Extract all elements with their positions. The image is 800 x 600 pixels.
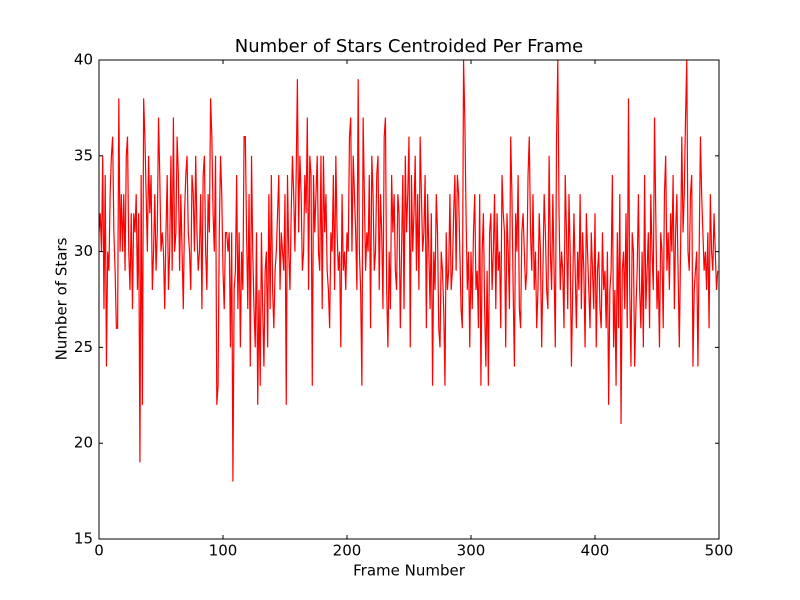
- y-tick-label: 30: [74, 242, 93, 260]
- x-tick-label: 200: [333, 542, 362, 560]
- x-tick-label: 100: [209, 542, 238, 560]
- x-tick-label: 500: [705, 542, 734, 560]
- y-tick-label: 20: [74, 434, 93, 452]
- plot-frame: [98, 59, 720, 540]
- y-tick-label: 35: [74, 146, 93, 164]
- chart-title: Number of Stars Centroided Per Frame: [235, 36, 583, 57]
- y-axis-label: Number of Stars: [53, 237, 71, 360]
- x-tick-label: 0: [94, 542, 104, 560]
- x-axis-label: Frame Number: [353, 562, 466, 580]
- x-tick-label: 400: [581, 542, 610, 560]
- y-tick-label: 15: [74, 530, 93, 548]
- data-line: [98, 59, 719, 482]
- y-tick-label: 25: [74, 338, 93, 356]
- y-tick-label: 40: [74, 51, 93, 69]
- x-tick-label: 300: [457, 542, 486, 560]
